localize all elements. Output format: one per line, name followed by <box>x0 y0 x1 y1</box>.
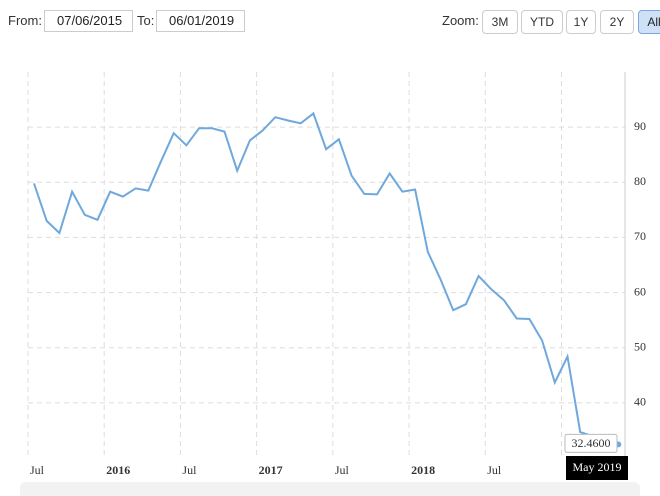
data-line <box>33 111 619 446</box>
y-tick-label: 70 <box>634 229 646 243</box>
value-label: 32.4600 <box>572 436 611 450</box>
x-tick-label: 2018 <box>411 463 435 477</box>
x-tick-label: Jul <box>335 463 350 477</box>
zoom-button[interactable]: 2Y <box>600 10 634 34</box>
x-tick-label: 2016 <box>106 463 130 477</box>
zoom-label: Zoom: <box>442 13 479 28</box>
x-tick-label: Jul <box>487 463 502 477</box>
from-input[interactable]: 07/06/2015 <box>44 10 133 32</box>
from-label: From: <box>8 13 42 28</box>
zoom-button[interactable]: 1Y <box>566 10 596 34</box>
x-flag-label: May 2019 <box>573 460 622 474</box>
y-tick-label: 60 <box>634 284 646 298</box>
navigator[interactable] <box>20 482 640 496</box>
x-flag-box <box>566 456 628 480</box>
zoom-button[interactable]: All <box>638 10 660 34</box>
y-tick-label: 50 <box>634 339 646 353</box>
x-tick-label: Jul <box>30 463 45 477</box>
y-tick-label: 40 <box>634 395 646 409</box>
y-tick-label: 90 <box>634 119 646 133</box>
zoom-button[interactable]: YTD <box>521 10 563 34</box>
value-label-box <box>564 433 618 453</box>
to-input[interactable]: 06/01/2019 <box>156 10 245 32</box>
x-tick-label: 2017 <box>259 463 283 477</box>
x-tick-label: Jul <box>182 463 197 477</box>
to-label: To: <box>137 13 155 28</box>
zoom-button[interactable]: 3M <box>482 10 518 34</box>
y-tick-label: 80 <box>634 174 646 188</box>
